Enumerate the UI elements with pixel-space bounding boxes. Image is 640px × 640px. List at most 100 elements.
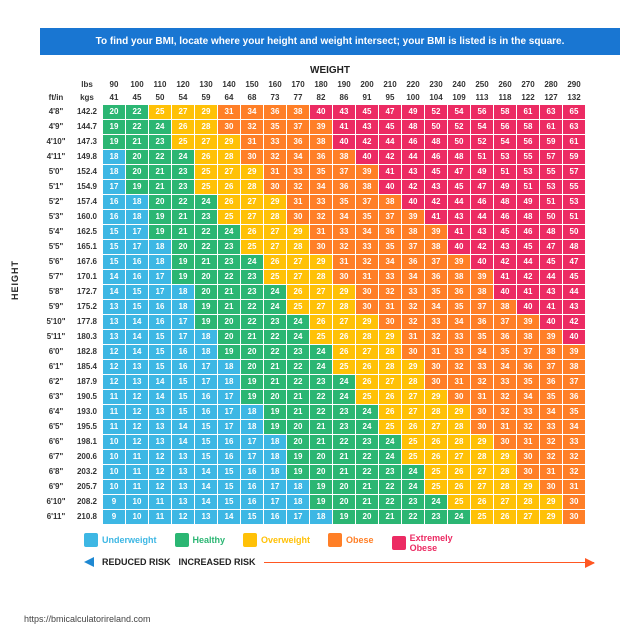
bmi-cell: 46: [402, 135, 424, 149]
bmi-cell: 36: [379, 225, 401, 239]
bmi-cell: 51: [540, 195, 562, 209]
bmi-cell: 12: [126, 435, 148, 449]
bmi-cell: 16: [218, 450, 240, 464]
bmi-cell: 28: [494, 480, 516, 494]
legend-label: Healthy: [193, 535, 226, 545]
bmi-cell: 41: [379, 165, 401, 179]
table-row: 6'8"203.21011121314151618192021222324252…: [41, 465, 585, 479]
bmi-cell: 40: [333, 135, 355, 149]
legend-item-obese: Obese: [328, 533, 374, 547]
col-kgs: 77: [287, 92, 309, 104]
bmi-cell: 18: [264, 465, 286, 479]
bmi-cell: 39: [540, 330, 562, 344]
bmi-cell: 54: [494, 135, 516, 149]
bmi-cell: 29: [241, 165, 263, 179]
table-row: 6'0"182.81214151618192022232426272830313…: [41, 345, 585, 359]
col-kgs: 50: [149, 92, 171, 104]
row-ftin: 5'2": [41, 195, 71, 209]
bmi-cell: 35: [333, 195, 355, 209]
bmi-cell: 28: [218, 150, 240, 164]
bmi-cell: 19: [149, 225, 171, 239]
bmi-cell: 26: [448, 480, 470, 494]
bmi-cell: 41: [425, 210, 447, 224]
bmi-cell: 29: [287, 225, 309, 239]
bmi-cell: 13: [195, 510, 217, 524]
col-kgs: 91: [356, 92, 378, 104]
bmi-cell: 32: [379, 285, 401, 299]
bmi-cell: 32: [494, 405, 516, 419]
bmi-cell: 14: [195, 480, 217, 494]
bmi-cell: 48: [494, 195, 516, 209]
bmi-cell: 24: [448, 510, 470, 524]
chart-container: To find your BMI, locate where your heig…: [40, 28, 620, 567]
bmi-cell: 24: [402, 480, 424, 494]
row-ftin: 6'9": [41, 480, 71, 494]
bmi-cell: 24: [310, 360, 332, 374]
table-row: 5'9"175.21315161819212224252728303132343…: [41, 300, 585, 314]
bmi-cell: 42: [494, 255, 516, 269]
bmi-cell: 39: [402, 210, 424, 224]
bmi-cell: 40: [517, 300, 539, 314]
col-lbs: 130: [195, 79, 217, 91]
legend-swatch: [175, 533, 189, 547]
bmi-cell: 26: [218, 195, 240, 209]
bmi-cell: 45: [425, 165, 447, 179]
bmi-cell: 30: [241, 150, 263, 164]
row-cm: 147.3: [72, 135, 102, 149]
bmi-cell: 45: [494, 225, 516, 239]
bmi-cell: 22: [149, 150, 171, 164]
bmi-cell: 37: [402, 240, 424, 254]
bmi-cell: 20: [333, 480, 355, 494]
legend-label: Underweight: [102, 535, 157, 545]
table-row: 5'11"180.3131415171820212224252628293132…: [41, 330, 585, 344]
bmi-cell: 13: [172, 495, 194, 509]
bmi-cell: 20: [356, 510, 378, 524]
bmi-cell: 25: [241, 240, 263, 254]
bmi-cell: 37: [333, 165, 355, 179]
bmi-cell: 35: [471, 330, 493, 344]
bmi-cell: 49: [402, 105, 424, 119]
bmi-cell: 26: [356, 375, 378, 389]
bmi-cell: 23: [241, 270, 263, 284]
bmi-cell: 25: [218, 210, 240, 224]
bmi-cell: 58: [517, 120, 539, 134]
bmi-cell: 47: [379, 105, 401, 119]
row-cm: 175.2: [72, 300, 102, 314]
bmi-cell: 24: [356, 420, 378, 434]
bmi-cell: 29: [540, 495, 562, 509]
bmi-cell: 29: [517, 480, 539, 494]
table-row: 5'0"152.41820212325272931333537394143454…: [41, 165, 585, 179]
bmi-cell: 9: [103, 510, 125, 524]
row-cm: 185.4: [72, 360, 102, 374]
bmi-cell: 17: [172, 330, 194, 344]
row-cm: 200.6: [72, 450, 102, 464]
bmi-cell: 59: [563, 150, 585, 164]
bmi-cell: 14: [126, 345, 148, 359]
col-lbs: 190: [333, 79, 355, 91]
row-cm: 154.9: [72, 180, 102, 194]
bmi-cell: 26: [448, 465, 470, 479]
row-cm: 177.8: [72, 315, 102, 329]
bmi-cell: 18: [172, 300, 194, 314]
bmi-cell: 17: [195, 360, 217, 374]
bmi-cell: 50: [425, 120, 447, 134]
bmi-cell: 20: [218, 315, 240, 329]
bmi-cell: 28: [379, 345, 401, 359]
col-lbs: 210: [379, 79, 401, 91]
bmi-cell: 20: [195, 285, 217, 299]
row-ftin: 5'3": [41, 210, 71, 224]
bmi-cell: 37: [356, 195, 378, 209]
bmi-cell: 16: [195, 390, 217, 404]
bmi-cell: 31: [218, 105, 240, 119]
bmi-cell: 35: [425, 285, 447, 299]
bmi-cell: 33: [264, 135, 286, 149]
bmi-cell: 20: [149, 195, 171, 209]
row-ftin: 6'10": [41, 495, 71, 509]
bmi-cell: 11: [103, 420, 125, 434]
bmi-cell: 15: [241, 510, 263, 524]
bmi-cell: 23: [402, 495, 424, 509]
row-cm: 152.4: [72, 165, 102, 179]
bmi-cell: 29: [540, 510, 562, 524]
bmi-cell: 28: [494, 465, 516, 479]
bmi-cell: 30: [471, 405, 493, 419]
